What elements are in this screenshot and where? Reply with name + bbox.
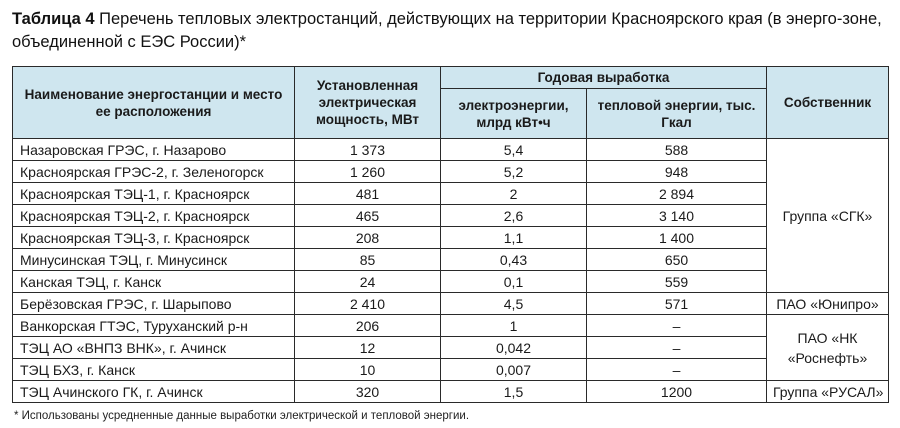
plant-heat: 2 894: [586, 182, 767, 205]
header-annual-output: Годовая выработка: [440, 66, 767, 89]
table-row: Назаровская ГРЭС, г. Назарово 1 373 5,4 …: [12, 138, 889, 293]
owner-rosneft-line1: ПАО «НК: [797, 329, 858, 346]
plant-capacity: 206: [294, 314, 441, 337]
table-row: Ванкорская ГТЭС, Туруханский р-н 206 1 –…: [12, 314, 889, 381]
plant-name: Берёзовская ГРЭС, г. Шарыпово: [12, 292, 295, 315]
plant-capacity: 85: [294, 248, 441, 271]
plant-heat: 948: [586, 160, 767, 183]
plant-capacity: 2 410: [294, 292, 441, 315]
plant-electric: 5,4: [440, 138, 587, 161]
header-name: Наименование энергостанции и место ее ра…: [12, 66, 295, 139]
owner-rusal: Группа «РУСАЛ»: [766, 380, 889, 403]
table-row: ТЭЦ АО «ВНПЗ ВНК», г. Ачинск 12 0,042 –: [12, 336, 889, 359]
plant-name: Назаровская ГРЭС, г. Назарово: [12, 138, 295, 161]
plant-capacity: 208: [294, 226, 441, 249]
table-row: Канская ТЭЦ, г. Канск 24 0,1 559: [12, 270, 889, 293]
owner-rosneft: ПАО «НК «Роснефть»: [766, 314, 889, 381]
plant-capacity: 320: [294, 380, 441, 403]
table-row: Красноярская ТЭЦ-1, г. Красноярск 481 2 …: [12, 182, 889, 205]
plant-heat: 1 400: [586, 226, 767, 249]
header-owner: Собственник: [766, 66, 889, 139]
power-plants-table: Наименование энергостанции и место ее ра…: [12, 66, 889, 403]
plant-heat: 1200: [586, 380, 767, 403]
plant-name: ТЭЦ АО «ВНПЗ ВНК», г. Ачинск: [12, 336, 295, 359]
plant-name: Ванкорская ГТЭС, Туруханский р-н: [12, 314, 295, 337]
header-heat: тепловой энергии, тыс. Гкал: [586, 88, 767, 139]
plant-capacity: 24: [294, 270, 441, 293]
plant-electric: 2: [440, 182, 587, 205]
plant-heat: –: [586, 358, 767, 381]
plant-name: ТЭЦ Ачинского ГК, г. Ачинск: [12, 380, 295, 403]
plant-heat: 588: [586, 138, 767, 161]
plant-electric: 1,1: [440, 226, 587, 249]
plant-capacity: 12: [294, 336, 441, 359]
plant-electric: 4,5: [440, 292, 587, 315]
plant-heat: 3 140: [586, 204, 767, 227]
plant-electric: 5,2: [440, 160, 587, 183]
plant-heat: 650: [586, 248, 767, 271]
owner-sgk: Группа «СГК»: [766, 138, 889, 293]
plant-electric: 0,43: [440, 248, 587, 271]
plant-name: Минусинская ТЭЦ, г. Минусинск: [12, 248, 295, 271]
plant-heat: –: [586, 336, 767, 359]
plant-heat: –: [586, 314, 767, 337]
plant-capacity: 1 260: [294, 160, 441, 183]
plant-capacity: 465: [294, 204, 441, 227]
plant-electric: 1,5: [440, 380, 587, 403]
plant-heat: 571: [586, 292, 767, 315]
table-row: Красноярская ТЭЦ-3, г. Красноярск 208 1,…: [12, 226, 889, 249]
table-row: ТЭЦ БХЗ, г. Канск 10 0,007 –: [12, 358, 889, 381]
plant-name: ТЭЦ БХЗ, г. Канск: [12, 358, 295, 381]
table-row: ТЭЦ Ачинского ГК, г. Ачинск 320 1,5 1200…: [12, 380, 889, 403]
plant-electric: 1: [440, 314, 587, 337]
owner-unipro: ПАО «Юнипро»: [766, 292, 889, 315]
plant-capacity: 10: [294, 358, 441, 381]
plant-electric: 0,1: [440, 270, 587, 293]
table-row: Минусинская ТЭЦ, г. Минусинск 85 0,43 65…: [12, 248, 889, 271]
caption-text: Перечень тепловых электростанций, действ…: [12, 10, 882, 51]
plant-capacity: 481: [294, 182, 441, 205]
table-row: Берёзовская ГРЭС, г. Шарыпово 2 410 4,5 …: [12, 292, 889, 315]
table-row: Красноярская ТЭЦ-2, г. Красноярск 465 2,…: [12, 204, 889, 227]
plant-name: Красноярская ГРЭС-2, г. Зеленогорск: [12, 160, 295, 183]
plant-heat: 559: [586, 270, 767, 293]
plant-electric: 0,007: [440, 358, 587, 381]
plant-name: Канская ТЭЦ, г. Канск: [12, 270, 295, 293]
owner-rosneft-line2: «Роснефть»: [787, 349, 868, 366]
table-row: Красноярская ГРЭС-2, г. Зеленогорск 1 26…: [12, 160, 889, 183]
footnote: * Использованы усредненные данные вырабо…: [14, 410, 470, 422]
caption-label: Таблица 4: [12, 10, 95, 28]
plant-name: Красноярская ТЭЦ-2, г. Красноярск: [12, 204, 295, 227]
plant-electric: 2,6: [440, 204, 587, 227]
plant-name: Красноярская ТЭЦ-3, г. Красноярск: [12, 226, 295, 249]
plant-capacity: 1 373: [294, 138, 441, 161]
table-caption: Таблица 4 Перечень тепловых электростанц…: [12, 8, 890, 54]
header-capacity: Установленная электрическая мощность, МВ…: [294, 66, 441, 139]
plant-name: Красноярская ТЭЦ-1, г. Красноярск: [12, 182, 295, 205]
plant-electric: 0,042: [440, 336, 587, 359]
header-electric: электроэнергии, млрд кВт•ч: [440, 88, 587, 139]
